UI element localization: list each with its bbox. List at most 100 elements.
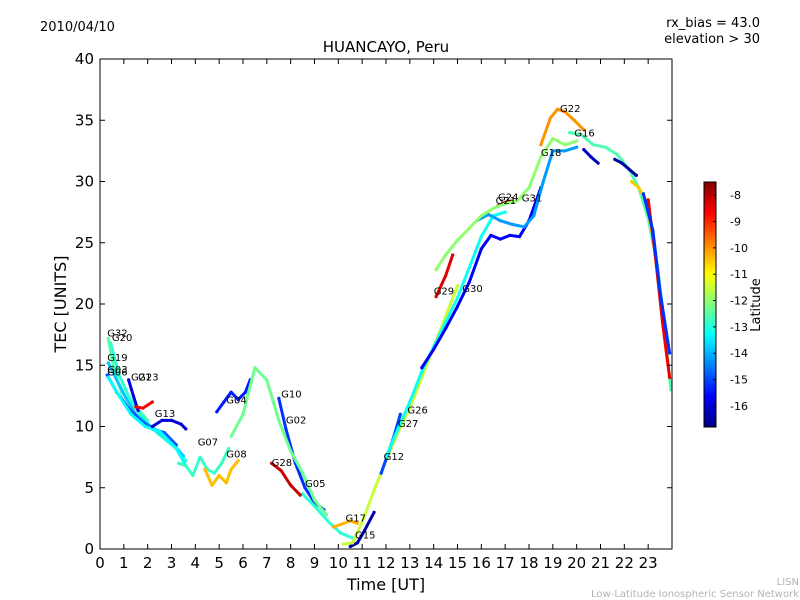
series-g30 — [420, 186, 543, 370]
y-tick-label: 30 — [75, 173, 94, 191]
data-point — [575, 139, 579, 143]
elevation-label: elevation > 30 — [664, 32, 760, 47]
series-line-g22 — [539, 107, 586, 147]
data-point — [134, 405, 138, 409]
series-line-g17 — [332, 519, 359, 529]
data-point — [620, 161, 624, 165]
data-point — [324, 513, 328, 517]
series-g05 — [301, 492, 355, 540]
x-tick-label: 21 — [591, 554, 610, 572]
x-tick-label: 1 — [119, 554, 129, 572]
data-point — [517, 235, 522, 239]
data-point — [117, 394, 121, 398]
data-point — [312, 498, 317, 502]
data-point — [265, 378, 269, 382]
y-tick-label: 15 — [75, 356, 94, 374]
data-point — [312, 504, 317, 508]
data-point — [503, 202, 507, 206]
data-point — [634, 173, 638, 177]
data-point — [669, 388, 672, 392]
data-point — [220, 461, 224, 465]
data-point — [539, 143, 543, 147]
x-tick-label: 0 — [95, 554, 105, 572]
data-point — [150, 400, 154, 404]
series-g32b — [582, 148, 600, 165]
chart-title: HUANCAYO, Peru — [323, 38, 449, 56]
data-point — [106, 336, 110, 340]
data-point — [141, 406, 145, 410]
y-tick-label: 25 — [75, 234, 94, 252]
data-point — [408, 400, 412, 404]
sat-label: G27 — [398, 419, 418, 430]
data-point — [215, 410, 219, 414]
sat-label: G22 — [560, 104, 580, 115]
data-point — [241, 412, 245, 416]
data-point — [348, 519, 352, 523]
data-point — [127, 394, 131, 398]
x-tick-label: 9 — [310, 554, 320, 572]
sat-label: G02 — [286, 415, 306, 426]
data-point — [589, 155, 593, 159]
data-point — [498, 237, 502, 241]
x-tick-label: 20 — [567, 554, 586, 572]
data-point — [181, 454, 185, 458]
x-tick-label: 23 — [639, 554, 658, 572]
series-line-g08 — [203, 459, 240, 487]
data-point — [355, 541, 359, 545]
colorbar — [703, 181, 717, 428]
data-point — [339, 522, 343, 527]
series-g06 — [106, 375, 188, 468]
colorbar-tick-label: -11 — [730, 268, 748, 281]
data-point — [174, 447, 178, 451]
y-tick-label: 20 — [75, 295, 94, 313]
data-point — [105, 373, 109, 377]
series-line-g30 — [420, 186, 543, 370]
sat-label: G06 — [107, 368, 127, 379]
series-line-g04 — [215, 378, 252, 414]
data-point — [129, 412, 133, 416]
data-point — [109, 341, 113, 345]
series-g13 — [150, 418, 188, 431]
data-point — [551, 149, 555, 153]
data-point — [658, 290, 662, 294]
data-point — [127, 378, 131, 382]
data-point — [212, 471, 216, 475]
data-point — [434, 295, 438, 299]
colorbar-label: Latitude — [749, 278, 764, 332]
series-g02 — [229, 366, 328, 517]
x-tick-label: 3 — [167, 554, 177, 572]
data-point — [253, 366, 257, 370]
data-point — [327, 520, 331, 524]
series-g27 — [384, 210, 507, 459]
data-point — [455, 296, 460, 300]
x-tick-label: 5 — [214, 554, 224, 572]
data-point — [563, 149, 567, 153]
sat-label: G30 — [462, 284, 482, 295]
data-point — [444, 274, 448, 278]
data-point — [217, 473, 221, 478]
x-tick-label: 18 — [519, 554, 538, 572]
data-point — [646, 198, 650, 202]
colorbar-tick-label: -9 — [730, 216, 741, 229]
y-tick-label: 35 — [75, 111, 94, 129]
data-point — [444, 326, 448, 331]
colorbar-tick-label: -8 — [730, 189, 741, 202]
data-point — [420, 366, 424, 370]
data-point — [527, 186, 531, 190]
data-point — [198, 455, 202, 459]
data-point — [510, 222, 514, 226]
data-point — [351, 541, 355, 545]
data-point — [106, 375, 110, 380]
data-point — [106, 361, 110, 365]
data-point — [455, 304, 460, 308]
series-g18 — [434, 137, 579, 272]
series-g11c — [641, 192, 672, 355]
x-tick-label: 14 — [424, 554, 443, 572]
data-point — [603, 145, 607, 149]
data-point — [284, 427, 288, 431]
x-tick-label: 4 — [191, 554, 201, 572]
data-point — [563, 110, 567, 114]
series-g31 — [475, 145, 579, 229]
